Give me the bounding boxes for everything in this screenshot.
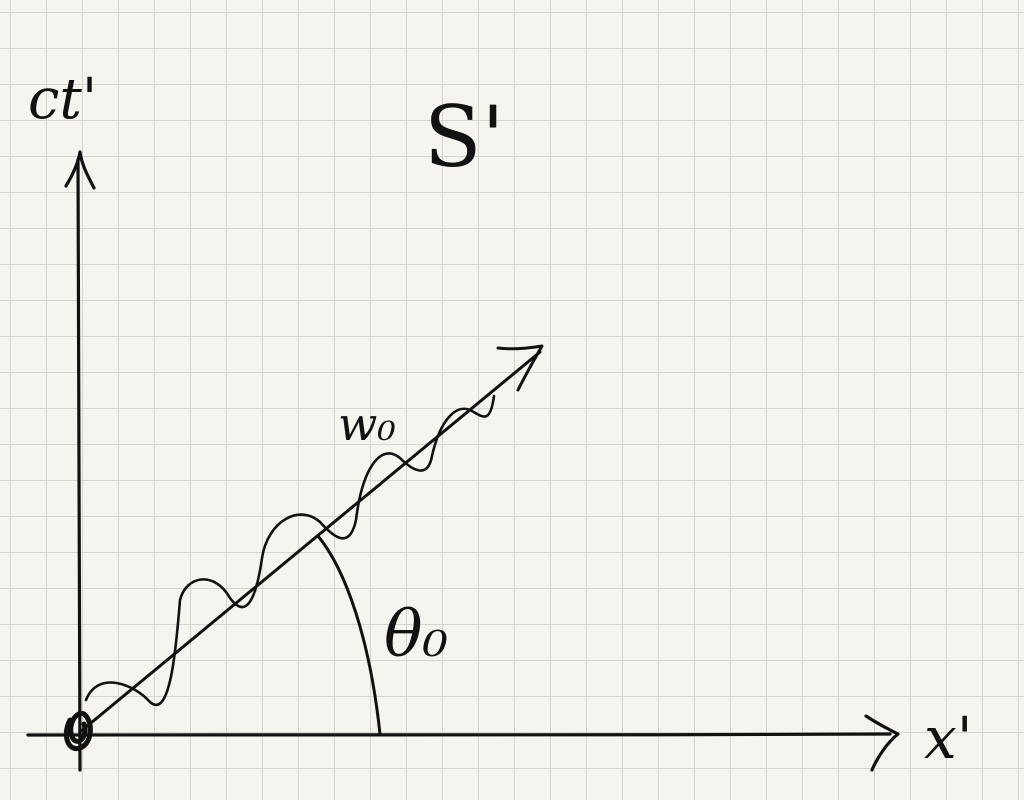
- photon-arrowhead: [496, 344, 544, 392]
- ct-axis-label: ct': [28, 67, 97, 132]
- wave-frequency-label: w₀: [338, 397, 396, 451]
- frame-label: S': [424, 88, 505, 186]
- angle-arc: [316, 534, 382, 736]
- photon-worldline: [78, 350, 542, 734]
- x-axis-label: x': [924, 704, 973, 772]
- x-axis-line: [26, 732, 892, 738]
- origin-point: [63, 711, 93, 752]
- x-axis-arrowhead: [864, 714, 900, 772]
- angle-label: θ₀: [384, 598, 448, 672]
- ct-axis-line: [76, 158, 82, 772]
- ct-axis-arrowhead: [64, 150, 96, 190]
- light-wave: [84, 394, 496, 706]
